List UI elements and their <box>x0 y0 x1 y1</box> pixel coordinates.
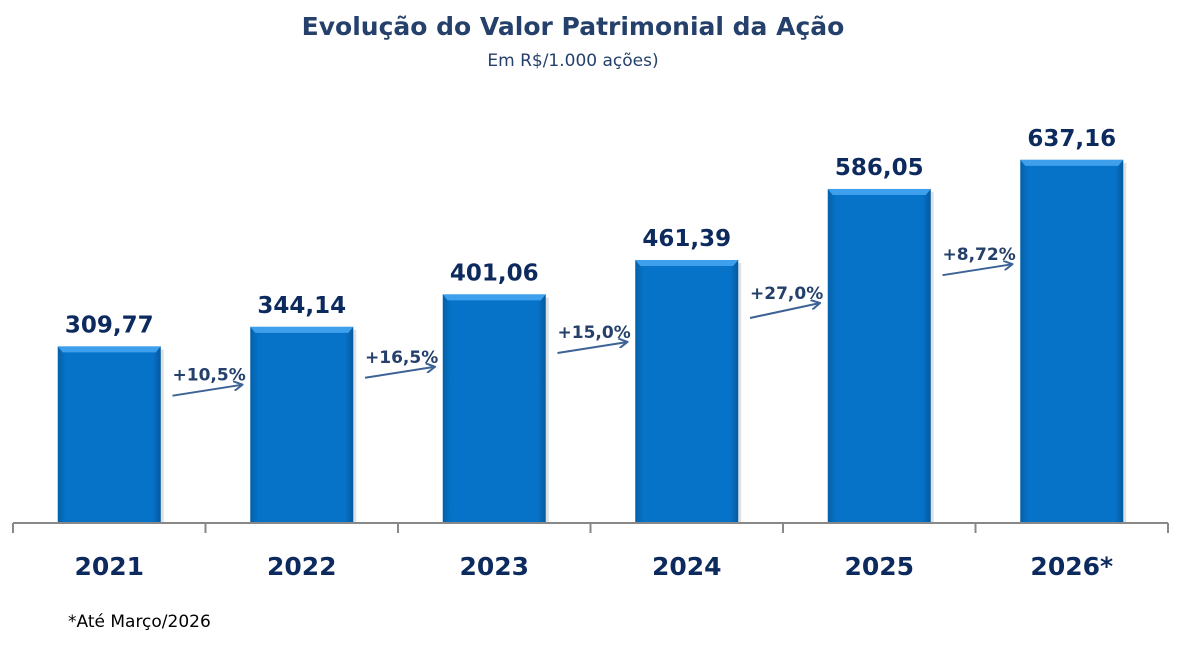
bar <box>1020 159 1124 524</box>
bar <box>250 326 354 523</box>
category-label: 2023 <box>459 552 529 581</box>
bar-bevel <box>1020 159 1124 166</box>
category-label: 2022 <box>267 552 337 581</box>
footnote: *Até Março/2026 <box>68 612 211 632</box>
growth-label: +8,72% <box>943 245 1016 265</box>
growth-arrow <box>749 303 820 319</box>
growth-arrow <box>364 367 435 379</box>
value-label: 637,16 <box>1027 126 1116 152</box>
growth-label: +15,0% <box>558 323 631 343</box>
category-label: 2025 <box>844 552 914 581</box>
growth-arrow <box>172 385 243 397</box>
category-label: 2021 <box>74 552 144 581</box>
chart-title: Evolução do Valor Patrimonial da Ação <box>302 12 845 41</box>
value-label: 461,39 <box>642 226 731 252</box>
bar <box>827 188 931 523</box>
chart-subtitle: Em R$/1.000 ações) <box>487 51 658 71</box>
bar <box>635 260 739 523</box>
value-label: 401,06 <box>450 260 539 286</box>
bar <box>57 346 161 523</box>
value-label: 586,05 <box>835 155 924 181</box>
bar-bevel <box>635 260 739 267</box>
bar-bevel <box>57 346 161 353</box>
growth-arrow <box>557 342 628 354</box>
growth-label: +10,5% <box>173 366 246 386</box>
bar-bevel <box>442 294 546 301</box>
growth-label: +27,0% <box>750 284 823 304</box>
value-label: 309,77 <box>65 312 154 338</box>
bar <box>442 294 546 523</box>
growth-arrow <box>942 264 1013 277</box>
category-label: 2026* <box>1030 552 1113 581</box>
value-label: 344,14 <box>257 293 346 319</box>
category-label: 2024 <box>652 552 722 581</box>
bar-bevel <box>250 326 354 333</box>
growth-label: +16,5% <box>365 348 438 368</box>
bar-bevel <box>827 188 931 195</box>
